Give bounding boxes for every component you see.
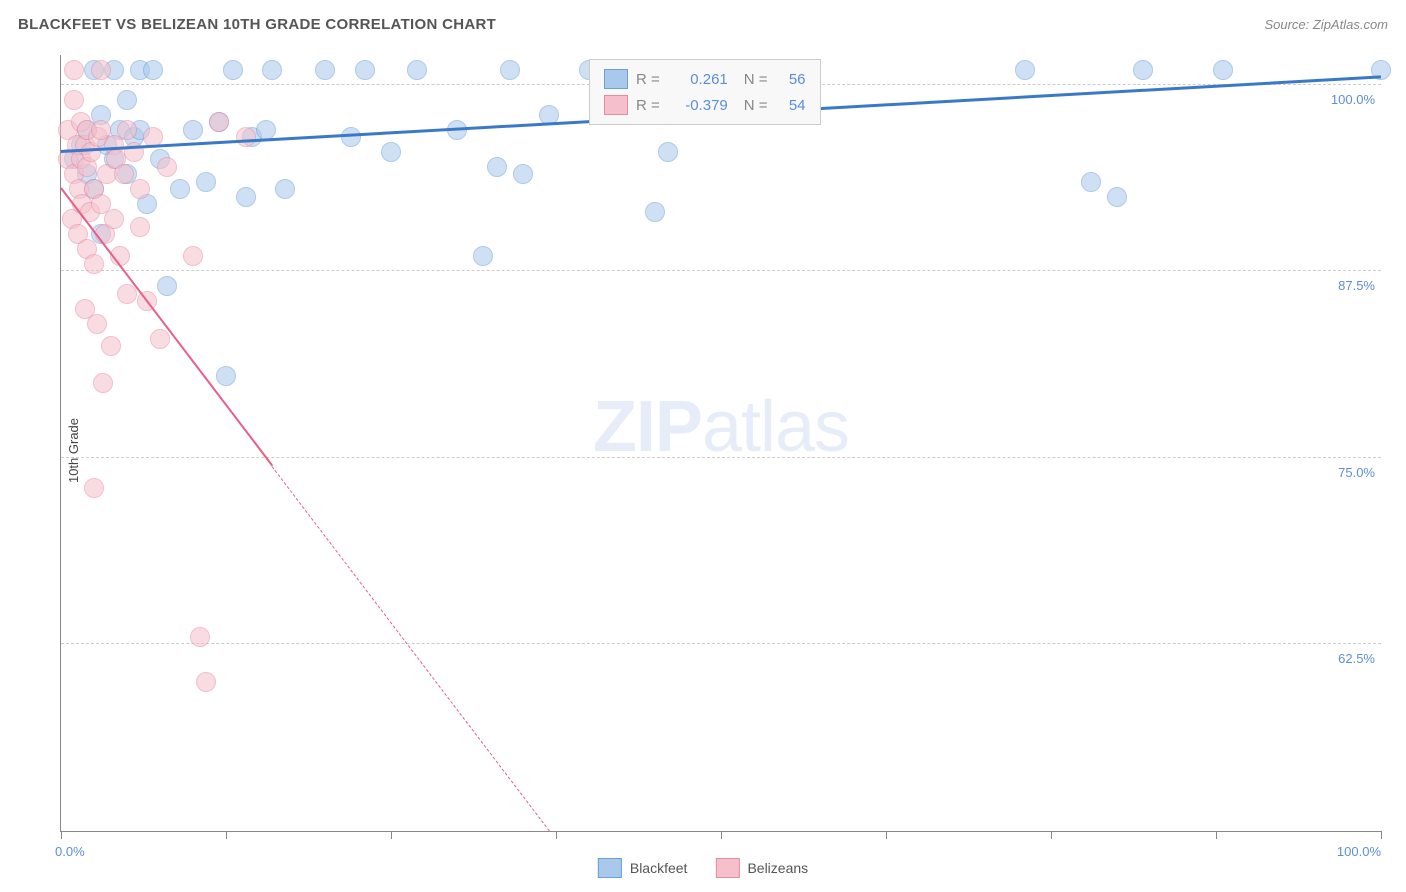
y-tick-label: 75.0% bbox=[1338, 465, 1375, 480]
data-point bbox=[183, 120, 203, 140]
data-point bbox=[143, 60, 163, 80]
data-point bbox=[84, 254, 104, 274]
legend-item: Blackfeet bbox=[598, 858, 688, 878]
x-tick bbox=[391, 831, 392, 839]
data-point bbox=[275, 179, 295, 199]
stat-label: R = bbox=[636, 71, 660, 88]
data-point bbox=[216, 366, 236, 386]
data-point bbox=[87, 314, 107, 334]
data-point bbox=[341, 127, 361, 147]
trend-line bbox=[272, 466, 550, 831]
legend-swatch bbox=[604, 95, 628, 115]
data-point bbox=[1133, 60, 1153, 80]
data-point bbox=[209, 112, 229, 132]
data-point bbox=[223, 60, 243, 80]
data-point bbox=[104, 209, 124, 229]
legend-swatch bbox=[598, 858, 622, 878]
data-point bbox=[381, 142, 401, 162]
gridline bbox=[61, 270, 1381, 271]
gridline bbox=[61, 643, 1381, 644]
data-point bbox=[101, 336, 121, 356]
data-point bbox=[114, 164, 134, 184]
x-tick bbox=[61, 831, 62, 839]
data-point bbox=[93, 373, 113, 393]
data-point bbox=[513, 164, 533, 184]
data-point bbox=[262, 60, 282, 80]
chart-title: BLACKFEET VS BELIZEAN 10TH GRADE CORRELA… bbox=[18, 16, 496, 33]
stats-row: R = -0.379 N = 54 bbox=[604, 92, 806, 118]
data-point bbox=[315, 60, 335, 80]
data-point bbox=[1107, 187, 1127, 207]
data-point bbox=[1015, 60, 1035, 80]
x-start-label: 0.0% bbox=[55, 844, 85, 859]
data-point bbox=[1213, 60, 1233, 80]
r-value: -0.379 bbox=[668, 97, 728, 114]
data-point bbox=[196, 672, 216, 692]
n-value: 56 bbox=[776, 71, 806, 88]
data-point bbox=[64, 90, 84, 110]
data-point bbox=[196, 172, 216, 192]
bottom-legend: Blackfeet Belizeans bbox=[598, 858, 808, 878]
data-point bbox=[183, 246, 203, 266]
x-tick bbox=[886, 831, 887, 839]
data-point bbox=[1081, 172, 1101, 192]
x-tick bbox=[1381, 831, 1382, 839]
data-point bbox=[157, 276, 177, 296]
data-point bbox=[84, 478, 104, 498]
legend-swatch bbox=[715, 858, 739, 878]
data-point bbox=[236, 187, 256, 207]
data-point bbox=[355, 60, 375, 80]
stats-row: R = 0.261 N = 56 bbox=[604, 66, 806, 92]
data-point bbox=[500, 60, 520, 80]
data-point bbox=[150, 329, 170, 349]
data-point bbox=[256, 120, 276, 140]
chart-header: BLACKFEET VS BELIZEAN 10TH GRADE CORRELA… bbox=[0, 0, 1406, 48]
data-point bbox=[645, 202, 665, 222]
data-point bbox=[190, 627, 210, 647]
legend-label: Belizeans bbox=[747, 860, 808, 876]
data-point bbox=[473, 246, 493, 266]
data-point bbox=[117, 120, 137, 140]
data-point bbox=[658, 142, 678, 162]
y-tick-label: 62.5% bbox=[1338, 651, 1375, 666]
legend-swatch bbox=[604, 69, 628, 89]
y-tick-label: 87.5% bbox=[1338, 278, 1375, 293]
stat-label: R = bbox=[636, 97, 660, 114]
data-point bbox=[91, 60, 111, 80]
data-point bbox=[407, 60, 427, 80]
gridline bbox=[61, 457, 1381, 458]
plot-area: 10th Grade ZIPatlas 62.5%75.0%87.5%100.0… bbox=[60, 55, 1381, 832]
stats-legend: R = 0.261 N = 56 R = -0.379 N = 54 bbox=[589, 59, 821, 125]
legend-label: Blackfeet bbox=[630, 860, 688, 876]
data-point bbox=[130, 217, 150, 237]
x-tick bbox=[1216, 831, 1217, 839]
data-point bbox=[117, 90, 137, 110]
data-point bbox=[487, 157, 507, 177]
data-point bbox=[157, 157, 177, 177]
stat-label: N = bbox=[744, 71, 768, 88]
x-tick bbox=[1051, 831, 1052, 839]
x-tick bbox=[226, 831, 227, 839]
data-point bbox=[170, 179, 190, 199]
data-point bbox=[64, 60, 84, 80]
y-axis-label: 10th Grade bbox=[66, 418, 81, 483]
stat-label: N = bbox=[744, 97, 768, 114]
x-tick bbox=[721, 831, 722, 839]
r-value: 0.261 bbox=[668, 71, 728, 88]
y-tick-label: 100.0% bbox=[1331, 92, 1375, 107]
chart-source: Source: ZipAtlas.com bbox=[1264, 17, 1388, 32]
data-point bbox=[236, 127, 256, 147]
data-point bbox=[130, 179, 150, 199]
x-tick bbox=[556, 831, 557, 839]
legend-item: Belizeans bbox=[715, 858, 808, 878]
n-value: 54 bbox=[776, 97, 806, 114]
x-end-label: 100.0% bbox=[1337, 844, 1381, 859]
